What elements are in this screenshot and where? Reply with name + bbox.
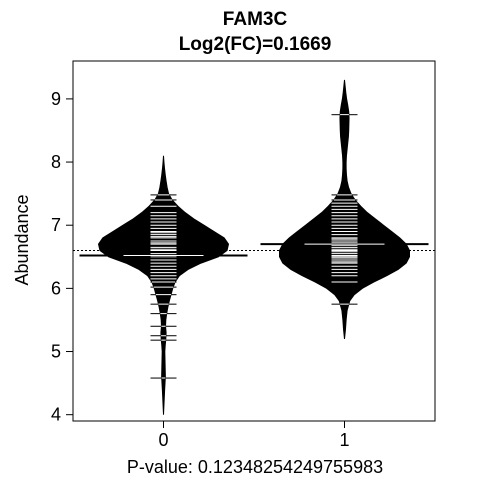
- y-tick-label: 9: [51, 89, 61, 109]
- x-axis-label: P-value: 0.12348254249755983: [127, 457, 383, 477]
- bean-shape: [97, 155, 230, 415]
- y-tick-label: 6: [51, 278, 61, 298]
- y-tick-label: 4: [51, 405, 61, 425]
- x-tick-label: 0: [158, 430, 168, 450]
- x-tick-label: 1: [339, 430, 349, 450]
- bean-group-0: [79, 155, 248, 415]
- bean-group-1: [260, 79, 429, 339]
- y-tick-label: 5: [51, 342, 61, 362]
- y-tick-label: 7: [51, 215, 61, 235]
- chart-subtitle: Log2(FC)=0.1669: [179, 34, 332, 55]
- chart-title: FAM3C: [223, 9, 288, 30]
- y-axis-label: Abundance: [12, 194, 32, 285]
- plot-frame: [72, 60, 436, 422]
- y-tick-label: 8: [51, 152, 61, 172]
